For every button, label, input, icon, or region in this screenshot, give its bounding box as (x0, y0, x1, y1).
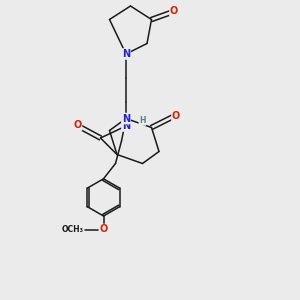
Text: O: O (99, 224, 108, 235)
Text: OCH₃: OCH₃ (61, 225, 83, 234)
Text: N: N (122, 49, 130, 59)
Text: N: N (122, 121, 130, 131)
Text: O: O (73, 120, 82, 130)
Text: H: H (139, 116, 146, 125)
Text: N: N (122, 113, 130, 124)
Text: O: O (172, 111, 180, 122)
Text: O: O (170, 5, 178, 16)
